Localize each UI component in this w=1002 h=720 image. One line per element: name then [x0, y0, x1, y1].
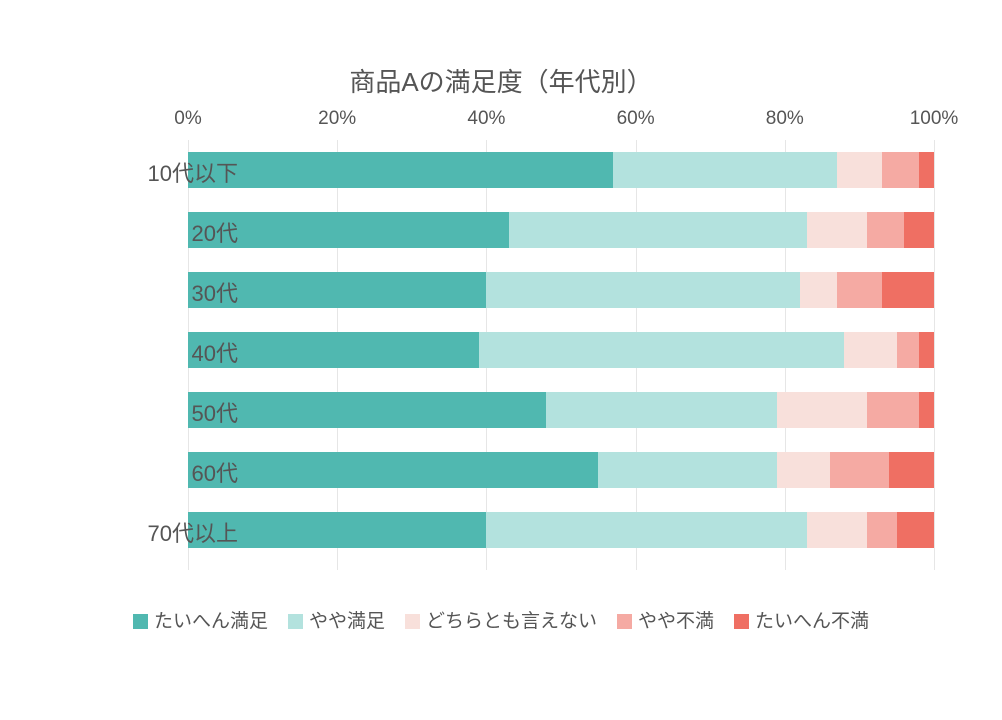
x-tick-label: 60% [617, 108, 655, 130]
bar-segment [777, 452, 829, 488]
y-axis-label: 20代 [98, 216, 238, 248]
legend-swatch [734, 614, 749, 629]
x-tick-label: 20% [318, 108, 356, 130]
legend-swatch [617, 614, 632, 629]
legend-item: どちらとも言えない [405, 606, 597, 633]
bar-row [188, 512, 934, 548]
bar-segment [188, 452, 598, 488]
y-axis-label: 50代 [98, 396, 238, 428]
y-axis-label: 30代 [98, 276, 238, 308]
bar-row [188, 452, 934, 488]
bar-segment [188, 152, 613, 188]
satisfaction-chart: 商品Aの満足度（年代別） 0% 20% 40% 60% 80% 100% 10代以下 20代… [0, 0, 1002, 720]
legend-label: やや満足 [309, 611, 385, 632]
bar-segment [882, 152, 919, 188]
bar-segment [897, 332, 919, 368]
bar-segment [830, 452, 890, 488]
bar-segment [509, 212, 807, 248]
bar-segment [919, 152, 934, 188]
x-tick-label: 80% [766, 108, 804, 130]
x-tick-label: 100% [910, 108, 959, 130]
legend: たいへん満足 やや満足 どちらとも言えない やや不満 たいへん不満 [0, 606, 1002, 633]
bar-segment [882, 272, 934, 308]
legend-label: たいへん不満 [755, 611, 869, 632]
bar-row [188, 392, 934, 428]
bar-segment [777, 392, 867, 428]
bar-segment [867, 212, 904, 248]
legend-item: たいへん満足 [133, 606, 268, 633]
y-axis-label: 70代以上 [98, 516, 238, 548]
legend-item: やや不満 [617, 606, 714, 633]
legend-swatch [133, 614, 148, 629]
bar-segment [479, 332, 845, 368]
bar-segment [897, 512, 934, 548]
grid-line [934, 140, 935, 570]
bar-segment [598, 452, 777, 488]
bar-row [188, 152, 934, 188]
bar-segment [837, 272, 882, 308]
bar-segment [486, 272, 799, 308]
bar-segment [867, 392, 919, 428]
bar-segment [800, 272, 837, 308]
bar-segment [919, 392, 934, 428]
legend-item: たいへん不満 [734, 606, 869, 633]
y-axis-label: 60代 [98, 456, 238, 488]
chart-title: 商品Aの満足度（年代別） [0, 62, 1002, 99]
bar-row [188, 332, 934, 368]
bar-row [188, 212, 934, 248]
bar-segment [919, 332, 934, 368]
bar-segment [867, 512, 897, 548]
legend-label: たいへん満足 [154, 611, 268, 632]
bar-segment [486, 512, 807, 548]
y-axis-label: 10代以下 [98, 156, 238, 188]
bar-segment [546, 392, 777, 428]
bar-segment [807, 512, 867, 548]
bar-segment [613, 152, 837, 188]
bar-segment [188, 392, 546, 428]
legend-swatch [288, 614, 303, 629]
x-tick-label: 0% [174, 108, 201, 130]
legend-swatch [405, 614, 420, 629]
bar-segment [904, 212, 934, 248]
bar-segment [844, 332, 896, 368]
x-tick-label: 40% [467, 108, 505, 130]
bar-segment [837, 152, 882, 188]
legend-label: どちらとも言えない [426, 611, 597, 632]
legend-label: やや不満 [638, 611, 714, 632]
plot-area [188, 140, 934, 570]
bar-segment [807, 212, 867, 248]
y-axis-label: 40代 [98, 336, 238, 368]
bar-segment [889, 452, 934, 488]
bar-row [188, 272, 934, 308]
legend-item: やや満足 [288, 606, 385, 633]
